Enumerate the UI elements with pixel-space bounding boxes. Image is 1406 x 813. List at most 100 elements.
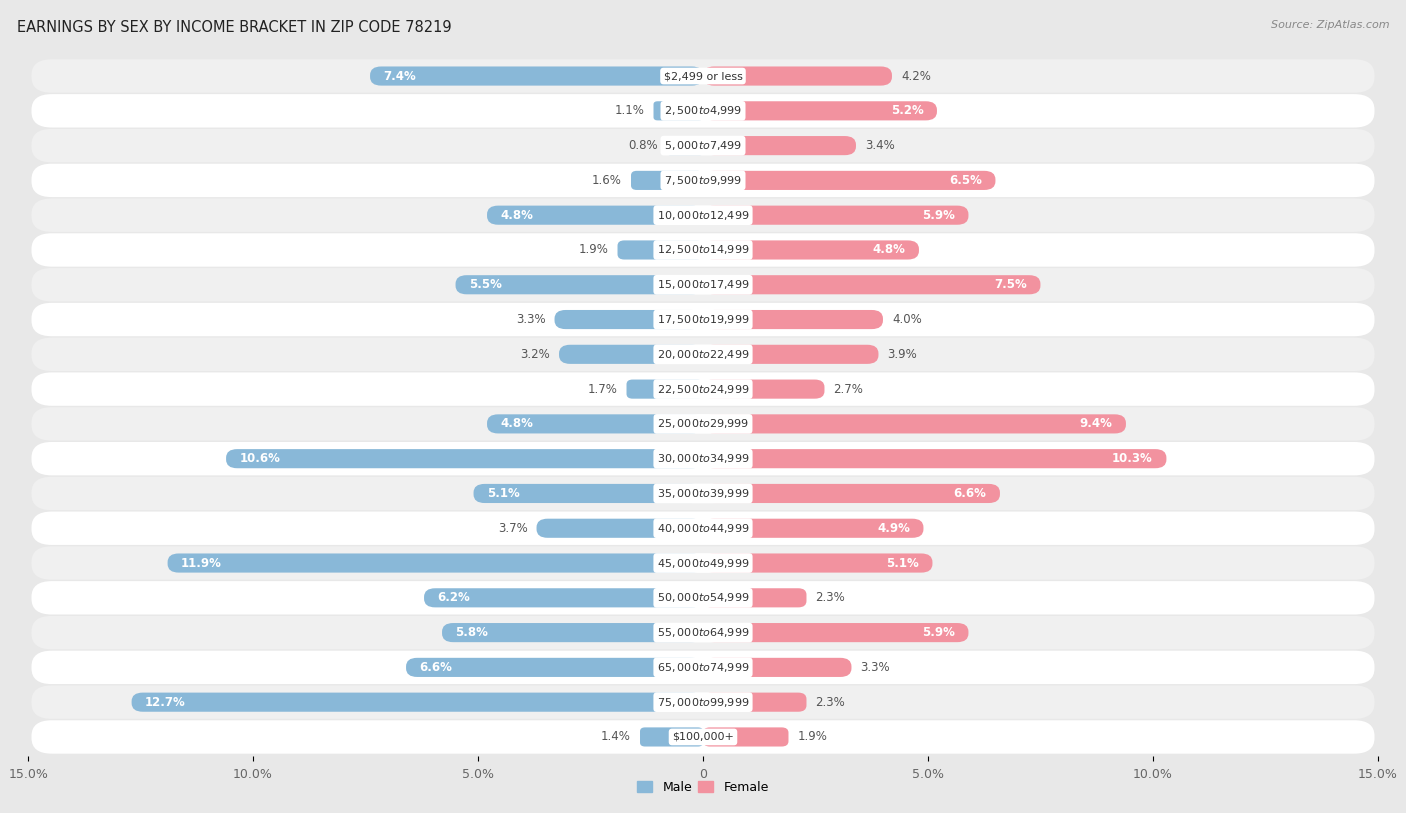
FancyBboxPatch shape: [226, 449, 703, 468]
FancyBboxPatch shape: [370, 67, 703, 85]
Text: $10,000 to $12,499: $10,000 to $12,499: [657, 209, 749, 222]
FancyBboxPatch shape: [31, 129, 1375, 163]
FancyBboxPatch shape: [167, 554, 703, 572]
FancyBboxPatch shape: [654, 102, 703, 120]
FancyBboxPatch shape: [31, 616, 1375, 650]
FancyBboxPatch shape: [703, 589, 807, 607]
Text: 5.9%: 5.9%: [922, 209, 955, 222]
FancyBboxPatch shape: [31, 198, 1375, 232]
Text: $22,500 to $24,999: $22,500 to $24,999: [657, 383, 749, 396]
Text: 5.5%: 5.5%: [470, 278, 502, 291]
FancyBboxPatch shape: [31, 59, 1375, 93]
FancyBboxPatch shape: [31, 720, 1375, 754]
FancyBboxPatch shape: [537, 519, 703, 538]
FancyBboxPatch shape: [703, 484, 1000, 503]
FancyBboxPatch shape: [703, 415, 1126, 433]
FancyBboxPatch shape: [703, 693, 807, 711]
Text: 6.5%: 6.5%: [949, 174, 981, 187]
Text: $15,000 to $17,499: $15,000 to $17,499: [657, 278, 749, 291]
Text: $35,000 to $39,999: $35,000 to $39,999: [657, 487, 749, 500]
FancyBboxPatch shape: [703, 345, 879, 364]
FancyBboxPatch shape: [617, 241, 703, 259]
FancyBboxPatch shape: [703, 102, 936, 120]
FancyBboxPatch shape: [703, 171, 995, 190]
Text: 3.7%: 3.7%: [498, 522, 527, 535]
Text: 5.8%: 5.8%: [456, 626, 488, 639]
Text: $75,000 to $99,999: $75,000 to $99,999: [657, 696, 749, 709]
FancyBboxPatch shape: [703, 275, 1040, 294]
Text: 3.3%: 3.3%: [516, 313, 546, 326]
FancyBboxPatch shape: [31, 372, 1375, 406]
FancyBboxPatch shape: [31, 233, 1375, 267]
Text: $20,000 to $22,499: $20,000 to $22,499: [657, 348, 749, 361]
FancyBboxPatch shape: [554, 310, 703, 329]
FancyBboxPatch shape: [31, 407, 1375, 441]
Text: 10.3%: 10.3%: [1112, 452, 1153, 465]
FancyBboxPatch shape: [703, 728, 789, 746]
FancyBboxPatch shape: [703, 380, 824, 398]
Text: $7,500 to $9,999: $7,500 to $9,999: [664, 174, 742, 187]
Text: 11.9%: 11.9%: [181, 557, 222, 570]
Text: 6.6%: 6.6%: [953, 487, 987, 500]
FancyBboxPatch shape: [31, 476, 1375, 511]
FancyBboxPatch shape: [31, 302, 1375, 337]
Text: 2.7%: 2.7%: [834, 383, 863, 396]
Text: $50,000 to $54,999: $50,000 to $54,999: [657, 591, 749, 604]
FancyBboxPatch shape: [406, 658, 703, 677]
Text: 1.7%: 1.7%: [588, 383, 617, 396]
Text: 2.3%: 2.3%: [815, 696, 845, 709]
FancyBboxPatch shape: [703, 519, 924, 538]
Text: $30,000 to $34,999: $30,000 to $34,999: [657, 452, 749, 465]
Text: Source: ZipAtlas.com: Source: ZipAtlas.com: [1271, 20, 1389, 30]
FancyBboxPatch shape: [31, 650, 1375, 684]
Text: 5.1%: 5.1%: [486, 487, 520, 500]
FancyBboxPatch shape: [703, 67, 891, 85]
Text: 4.2%: 4.2%: [901, 70, 931, 83]
FancyBboxPatch shape: [474, 484, 703, 503]
Text: 3.2%: 3.2%: [520, 348, 550, 361]
FancyBboxPatch shape: [703, 241, 920, 259]
FancyBboxPatch shape: [31, 546, 1375, 580]
FancyBboxPatch shape: [31, 163, 1375, 197]
Text: 1.4%: 1.4%: [602, 730, 631, 743]
Text: 4.8%: 4.8%: [501, 417, 533, 430]
FancyBboxPatch shape: [560, 345, 703, 364]
FancyBboxPatch shape: [441, 623, 703, 642]
FancyBboxPatch shape: [703, 449, 1167, 468]
Text: 4.8%: 4.8%: [501, 209, 533, 222]
FancyBboxPatch shape: [31, 337, 1375, 371]
FancyBboxPatch shape: [31, 442, 1375, 476]
Text: 2.3%: 2.3%: [815, 591, 845, 604]
FancyBboxPatch shape: [703, 310, 883, 329]
Text: $40,000 to $44,999: $40,000 to $44,999: [657, 522, 749, 535]
FancyBboxPatch shape: [31, 94, 1375, 128]
Text: 7.4%: 7.4%: [384, 70, 416, 83]
Text: $65,000 to $74,999: $65,000 to $74,999: [657, 661, 749, 674]
Text: 6.2%: 6.2%: [437, 591, 470, 604]
Text: 3.3%: 3.3%: [860, 661, 890, 674]
FancyBboxPatch shape: [132, 693, 703, 711]
Text: 3.9%: 3.9%: [887, 348, 917, 361]
Text: $45,000 to $49,999: $45,000 to $49,999: [657, 557, 749, 570]
Text: 1.9%: 1.9%: [797, 730, 827, 743]
Text: $2,499 or less: $2,499 or less: [664, 71, 742, 81]
FancyBboxPatch shape: [703, 206, 969, 224]
FancyBboxPatch shape: [640, 728, 703, 746]
FancyBboxPatch shape: [486, 206, 703, 224]
FancyBboxPatch shape: [703, 554, 932, 572]
FancyBboxPatch shape: [703, 623, 969, 642]
Text: 3.4%: 3.4%: [865, 139, 894, 152]
FancyBboxPatch shape: [666, 136, 703, 155]
FancyBboxPatch shape: [425, 589, 703, 607]
Legend: Male, Female: Male, Female: [633, 776, 773, 799]
Text: 9.4%: 9.4%: [1080, 417, 1112, 430]
Text: $55,000 to $64,999: $55,000 to $64,999: [657, 626, 749, 639]
FancyBboxPatch shape: [703, 136, 856, 155]
Text: $17,500 to $19,999: $17,500 to $19,999: [657, 313, 749, 326]
FancyBboxPatch shape: [627, 380, 703, 398]
Text: 5.2%: 5.2%: [891, 104, 924, 117]
Text: $5,000 to $7,499: $5,000 to $7,499: [664, 139, 742, 152]
FancyBboxPatch shape: [31, 685, 1375, 719]
FancyBboxPatch shape: [456, 275, 703, 294]
Text: $2,500 to $4,999: $2,500 to $4,999: [664, 104, 742, 117]
